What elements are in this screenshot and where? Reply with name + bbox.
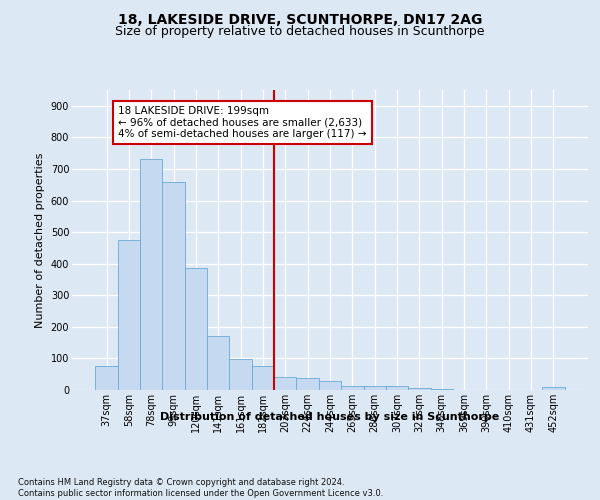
- Bar: [431, 388, 453, 390]
- Y-axis label: Number of detached properties: Number of detached properties: [35, 152, 45, 328]
- Bar: [341, 386, 364, 390]
- Bar: [229, 360, 252, 390]
- Text: Distribution of detached houses by size in Scunthorpe: Distribution of detached houses by size …: [160, 412, 500, 422]
- Bar: [364, 386, 386, 390]
- Text: Contains HM Land Registry data © Crown copyright and database right 2024.
Contai: Contains HM Land Registry data © Crown c…: [18, 478, 383, 498]
- Text: 18 LAKESIDE DRIVE: 199sqm
← 96% of detached houses are smaller (2,633)
4% of sem: 18 LAKESIDE DRIVE: 199sqm ← 96% of detac…: [118, 106, 366, 139]
- Text: Size of property relative to detached houses in Scunthorpe: Size of property relative to detached ho…: [115, 25, 485, 38]
- Bar: [319, 382, 341, 390]
- Bar: [408, 388, 431, 390]
- Text: 18, LAKESIDE DRIVE, SCUNTHORPE, DN17 2AG: 18, LAKESIDE DRIVE, SCUNTHORPE, DN17 2AG: [118, 12, 482, 26]
- Bar: [185, 268, 207, 390]
- Bar: [296, 378, 319, 390]
- Bar: [95, 366, 118, 390]
- Bar: [118, 240, 140, 390]
- Bar: [163, 182, 185, 390]
- Bar: [207, 336, 229, 390]
- Bar: [386, 386, 408, 390]
- Bar: [252, 366, 274, 390]
- Bar: [542, 388, 565, 390]
- Bar: [140, 160, 163, 390]
- Bar: [274, 376, 296, 390]
